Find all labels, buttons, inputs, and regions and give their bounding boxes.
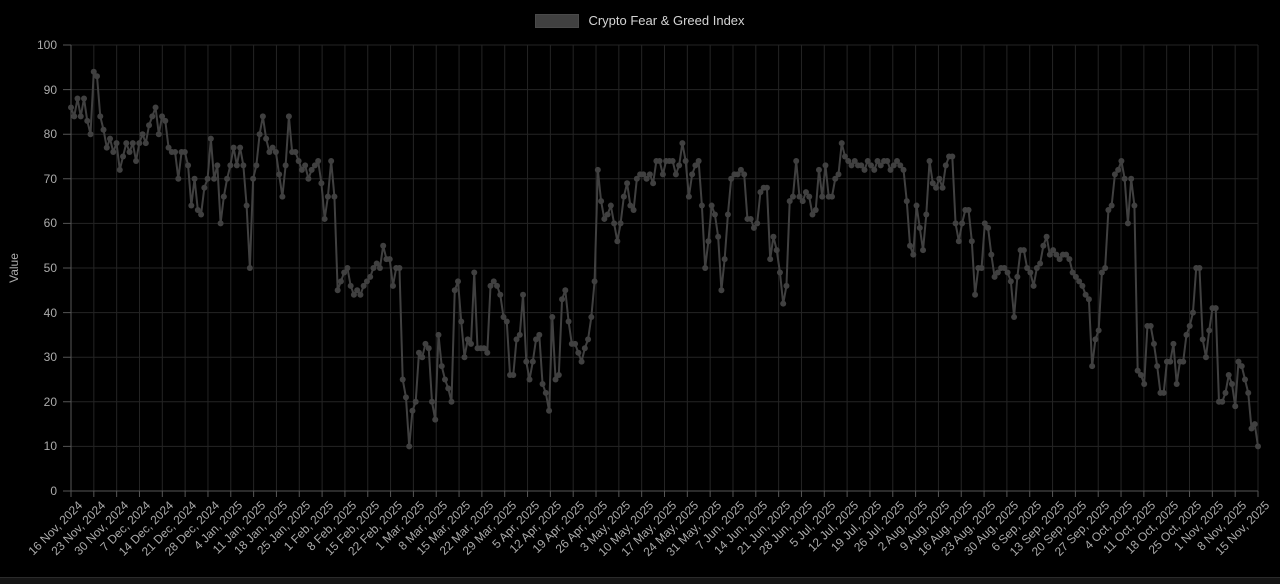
legend-item-fear-greed[interactable]: Crypto Fear & Greed Index [535,13,745,28]
y-axis-title: Value [7,253,21,283]
bottom-scrollbar-track [0,577,1280,584]
legend-label: Crypto Fear & Greed Index [588,13,745,28]
legend-swatch-icon [535,14,580,28]
chart-legend: Crypto Fear & Greed Index [0,14,1280,28]
